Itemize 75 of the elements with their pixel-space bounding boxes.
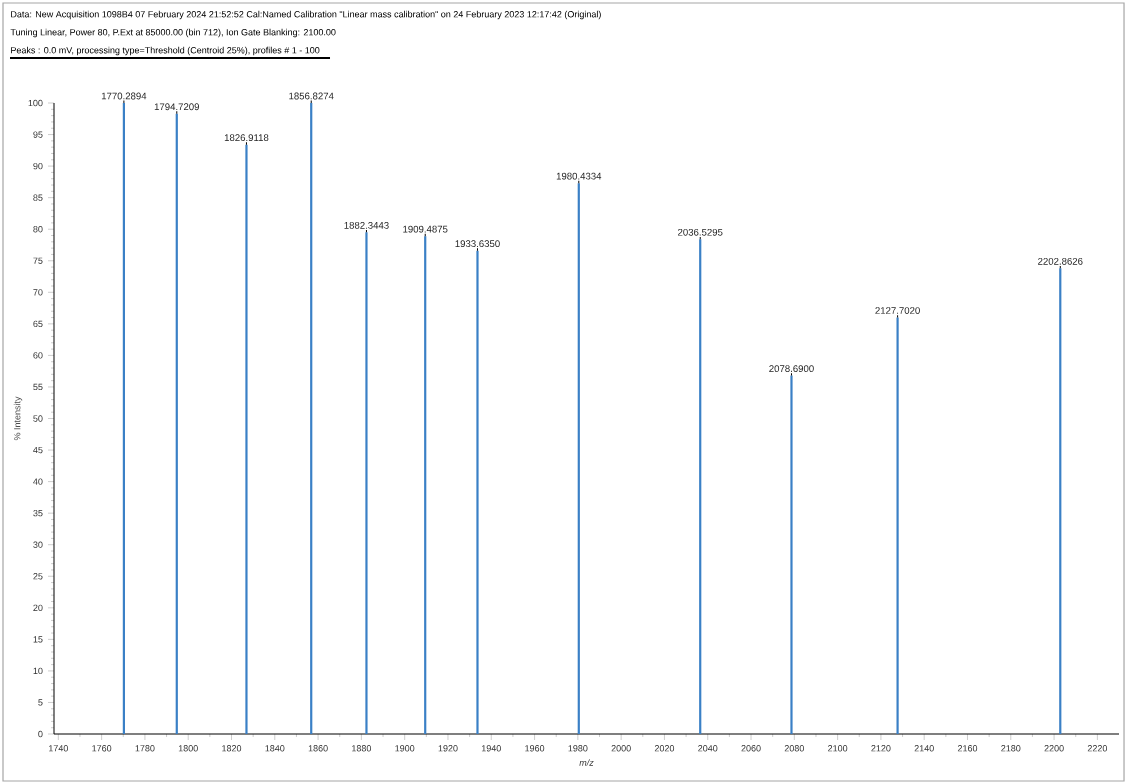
- annotation: 2202.8626: [1038, 257, 1083, 265]
- x-tick-label: 1800: [178, 745, 198, 752]
- annotation: 1856.8274: [289, 92, 334, 100]
- y-tick-label: 65: [33, 320, 43, 328]
- bar: [699, 239, 702, 735]
- bar: [896, 317, 899, 735]
- x-tick-label: 1740: [49, 745, 68, 752]
- x-tick-label: 2040: [698, 745, 718, 752]
- y-tick-label: 80: [33, 226, 43, 233]
- y-tick-label: 35: [33, 509, 43, 517]
- x-tick-label: 2100: [828, 745, 848, 752]
- bar: [790, 375, 793, 735]
- annotation: 2127.7020: [875, 307, 920, 314]
- y-tick-label: 55: [33, 383, 43, 391]
- annotation: 2078.6900: [769, 365, 814, 372]
- x-tick-label: 2120: [871, 745, 891, 752]
- y-tick-label: 85: [33, 194, 43, 201]
- text: Peaks : 0.0 mV, processing type=Threshold (Centroid 25%), profiles # 1 - 100: [11, 46, 320, 56]
- bar: [365, 232, 368, 735]
- chart-subtitle: Tuning Linear, Power 80, P.Ext at 85000.00 (bin 712), Ion Gate Blanking: 2100.00: [10, 28, 336, 38]
- y-tick-label: 30: [33, 541, 43, 548]
- x-tick-label: 2160: [957, 745, 978, 752]
- x-tick-label: 2000: [611, 745, 631, 752]
- y-tick-label: 75: [33, 257, 43, 264]
- annotation: 1794.7209: [154, 103, 200, 111]
- x-tick-label: 1900: [395, 745, 415, 752]
- x-tick-label: 1840: [265, 745, 285, 752]
- x-tick-label: 2220: [1087, 745, 1108, 752]
- bar: [476, 250, 479, 735]
- y-tick-label: 60: [33, 352, 43, 359]
- y-tick-label: 90: [33, 162, 43, 170]
- y-tick-label: 70: [33, 289, 43, 296]
- y-tick-label: 0: [38, 730, 43, 738]
- y-tick-label: 20: [33, 604, 43, 612]
- x-tick-label: 1760: [92, 745, 112, 752]
- y-tick-label: 25: [33, 573, 43, 580]
- x-tick-label: 2200: [1044, 745, 1064, 752]
- chart-title: Data: New Acquisition 1098B4 07 February 2024 21:52:52 Cal:Named Calibration "Linear mass calibration" on 24 February 2023 12:17:42 (Original): [11, 10, 601, 20]
- annotation: 1826.9118: [224, 134, 269, 142]
- y-tick-label: 95: [33, 131, 43, 138]
- x-tick-label: 2020: [654, 745, 675, 752]
- x-tick-label: 2180: [1001, 745, 1021, 752]
- bar: [175, 113, 178, 735]
- y-tick-label: 100: [28, 99, 43, 107]
- x-tick-label: 2140: [914, 745, 934, 752]
- annotation: 1980.4334: [556, 172, 602, 180]
- y-tick-label: 50: [33, 415, 43, 422]
- x-tick-label: 1780: [135, 745, 155, 752]
- annotation: 1933.6350: [455, 240, 500, 248]
- x-tick-label: 1980: [568, 745, 588, 752]
- x-tick-label: 2060: [741, 745, 761, 752]
- y-tick-label: 40: [33, 478, 43, 485]
- x-axis-title: m/z: [579, 759, 594, 766]
- bar: [122, 103, 125, 735]
- annotation: 1770.2894: [101, 92, 147, 100]
- annotation: 1882.3443: [344, 221, 389, 229]
- y-tick-label: 5: [38, 699, 43, 706]
- y-tick-label: 10: [33, 667, 43, 675]
- x-tick-label: 2080: [784, 745, 804, 752]
- bar: [245, 144, 248, 735]
- y-tick-label: 45: [33, 446, 43, 454]
- x-tick-label: 1860: [308, 745, 328, 752]
- y-tick-label: 15: [33, 636, 43, 643]
- x-tick-label: 1820: [222, 745, 242, 752]
- bar: [310, 103, 313, 735]
- x-tick-label: 1940: [481, 745, 501, 752]
- x-tick-label: 1960: [525, 745, 545, 752]
- y-axis-title: % Intensity: [13, 396, 23, 441]
- x-tick-label: 1880: [352, 745, 372, 752]
- bar: [577, 183, 580, 735]
- bar: [1059, 268, 1062, 735]
- bar: [424, 236, 427, 735]
- annotation: 2036.5295: [678, 228, 723, 236]
- annotation: 1909.4875: [403, 225, 448, 233]
- x-tick-label: 1920: [438, 745, 458, 752]
